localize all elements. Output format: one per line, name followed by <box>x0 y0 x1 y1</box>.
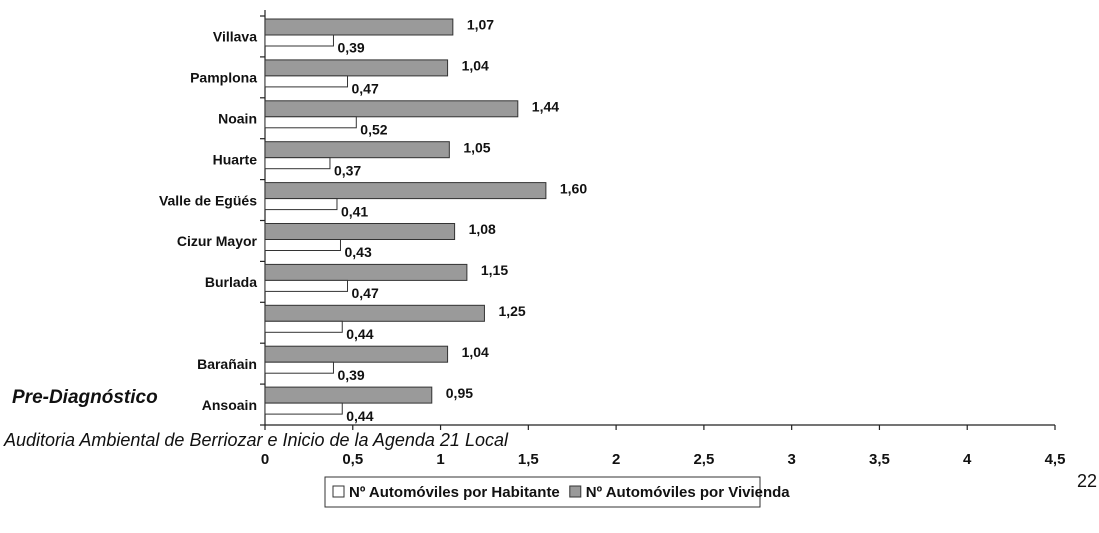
bar <box>264 100 519 118</box>
x-tick-label: 3,5 <box>869 451 890 468</box>
x-tick-label: 2,5 <box>693 451 714 468</box>
value-label: 0,39 <box>337 40 364 56</box>
value-label: 1,07 <box>467 17 494 33</box>
bar <box>264 239 341 251</box>
value-label: 0,47 <box>352 285 379 301</box>
value-label: 0,44 <box>346 408 373 424</box>
y-tick-label: Villava <box>213 29 257 45</box>
bar <box>264 141 450 159</box>
value-label: 1,04 <box>462 344 489 360</box>
value-label: 1,60 <box>560 180 587 196</box>
page-number: 22 <box>1077 471 1097 491</box>
bar <box>264 320 343 333</box>
bar <box>264 345 449 363</box>
x-tick-label: 4,5 <box>1045 451 1066 468</box>
value-label: 1,15 <box>481 262 508 278</box>
y-tick-label: Cizur Mayor <box>177 233 258 249</box>
legend-label: Nº Automóviles por Vivienda <box>586 484 791 501</box>
bar <box>264 198 338 211</box>
header-title: Pre-Diagnóstico <box>12 387 158 408</box>
value-label: 0,44 <box>346 326 373 342</box>
y-tick-label: Burlada <box>205 274 257 290</box>
bar <box>264 263 468 281</box>
value-label: 0,39 <box>337 367 364 383</box>
x-tick-label: 1 <box>436 451 444 468</box>
value-label: 0,37 <box>334 162 361 178</box>
value-label: 1,08 <box>469 221 496 237</box>
x-tick-label: 2 <box>612 451 620 468</box>
legend-label: Nº Automóviles por Habitante <box>349 484 560 501</box>
x-tick-label: 0 <box>261 451 269 468</box>
x-tick-label: 4 <box>963 451 972 468</box>
value-label: 1,04 <box>462 58 489 74</box>
bar <box>264 304 485 322</box>
y-tick-label: Valle de Egüés <box>159 192 257 208</box>
footer-text: Auditoria Ambiental de Berriozar e Inici… <box>3 430 509 450</box>
bar <box>264 59 449 77</box>
value-label: 0,95 <box>446 385 473 401</box>
value-label: 0,47 <box>352 81 379 97</box>
bar <box>264 279 349 292</box>
bar <box>264 157 331 170</box>
bar <box>264 182 547 200</box>
bar <box>264 34 334 47</box>
bar <box>264 116 357 129</box>
y-tick-label: Huarte <box>213 151 258 167</box>
x-tick-label: 3 <box>787 451 795 468</box>
value-label: 0,41 <box>341 203 368 219</box>
x-tick-label: 1,5 <box>518 451 539 468</box>
x-tick-label: 0,5 <box>342 451 363 468</box>
bar <box>264 75 349 88</box>
value-label: 1,44 <box>532 99 559 115</box>
value-label: 0,43 <box>344 244 371 260</box>
bar <box>264 223 456 240</box>
y-tick-label: Noain <box>218 111 257 127</box>
value-label: 1,25 <box>498 303 525 319</box>
y-tick-label: Pamplona <box>190 70 257 86</box>
bar <box>264 361 334 374</box>
value-label: 1,05 <box>463 139 490 155</box>
legend-box <box>324 476 761 508</box>
bar <box>264 386 433 404</box>
y-tick-label: Ansoain <box>202 397 257 413</box>
legend-swatch <box>332 485 345 498</box>
bar <box>264 402 343 415</box>
value-label: 0,52 <box>360 122 387 138</box>
bar <box>264 18 454 36</box>
y-tick-label: Barañain <box>197 356 257 372</box>
legend-swatch <box>569 485 582 498</box>
